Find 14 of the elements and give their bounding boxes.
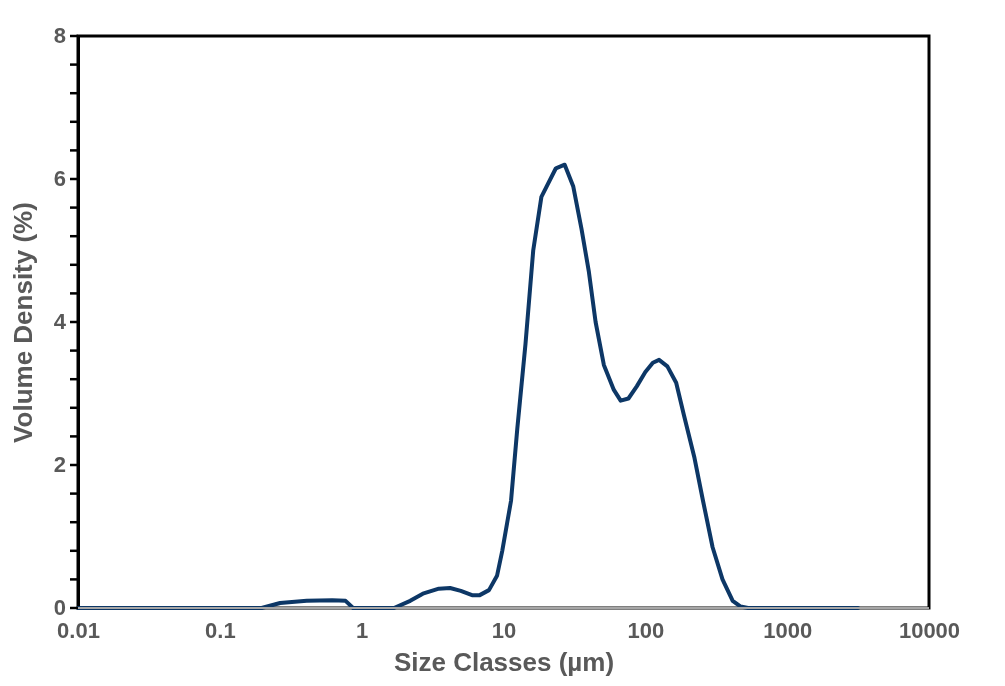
- x-tick-label: 1: [356, 617, 369, 643]
- y-tick-label: 2: [53, 452, 66, 477]
- x-axis-title: Size Classes (µm): [393, 646, 615, 677]
- y-axis-title: Volume Density (%): [7, 202, 38, 443]
- x-tick-label: 10000: [898, 617, 961, 643]
- y-tick-label: 6: [53, 166, 66, 191]
- x-tick-label: 1000: [763, 617, 813, 643]
- y-tick-label: 0: [53, 595, 66, 620]
- x-tick-label: 10: [491, 617, 517, 643]
- y-tick-label: 8: [53, 23, 66, 48]
- x-tick-label: 100: [627, 617, 665, 643]
- x-tick-label: 0.1: [205, 617, 236, 643]
- x-tick-label: 0.01: [57, 617, 100, 643]
- y-tick-label: 4: [53, 309, 67, 334]
